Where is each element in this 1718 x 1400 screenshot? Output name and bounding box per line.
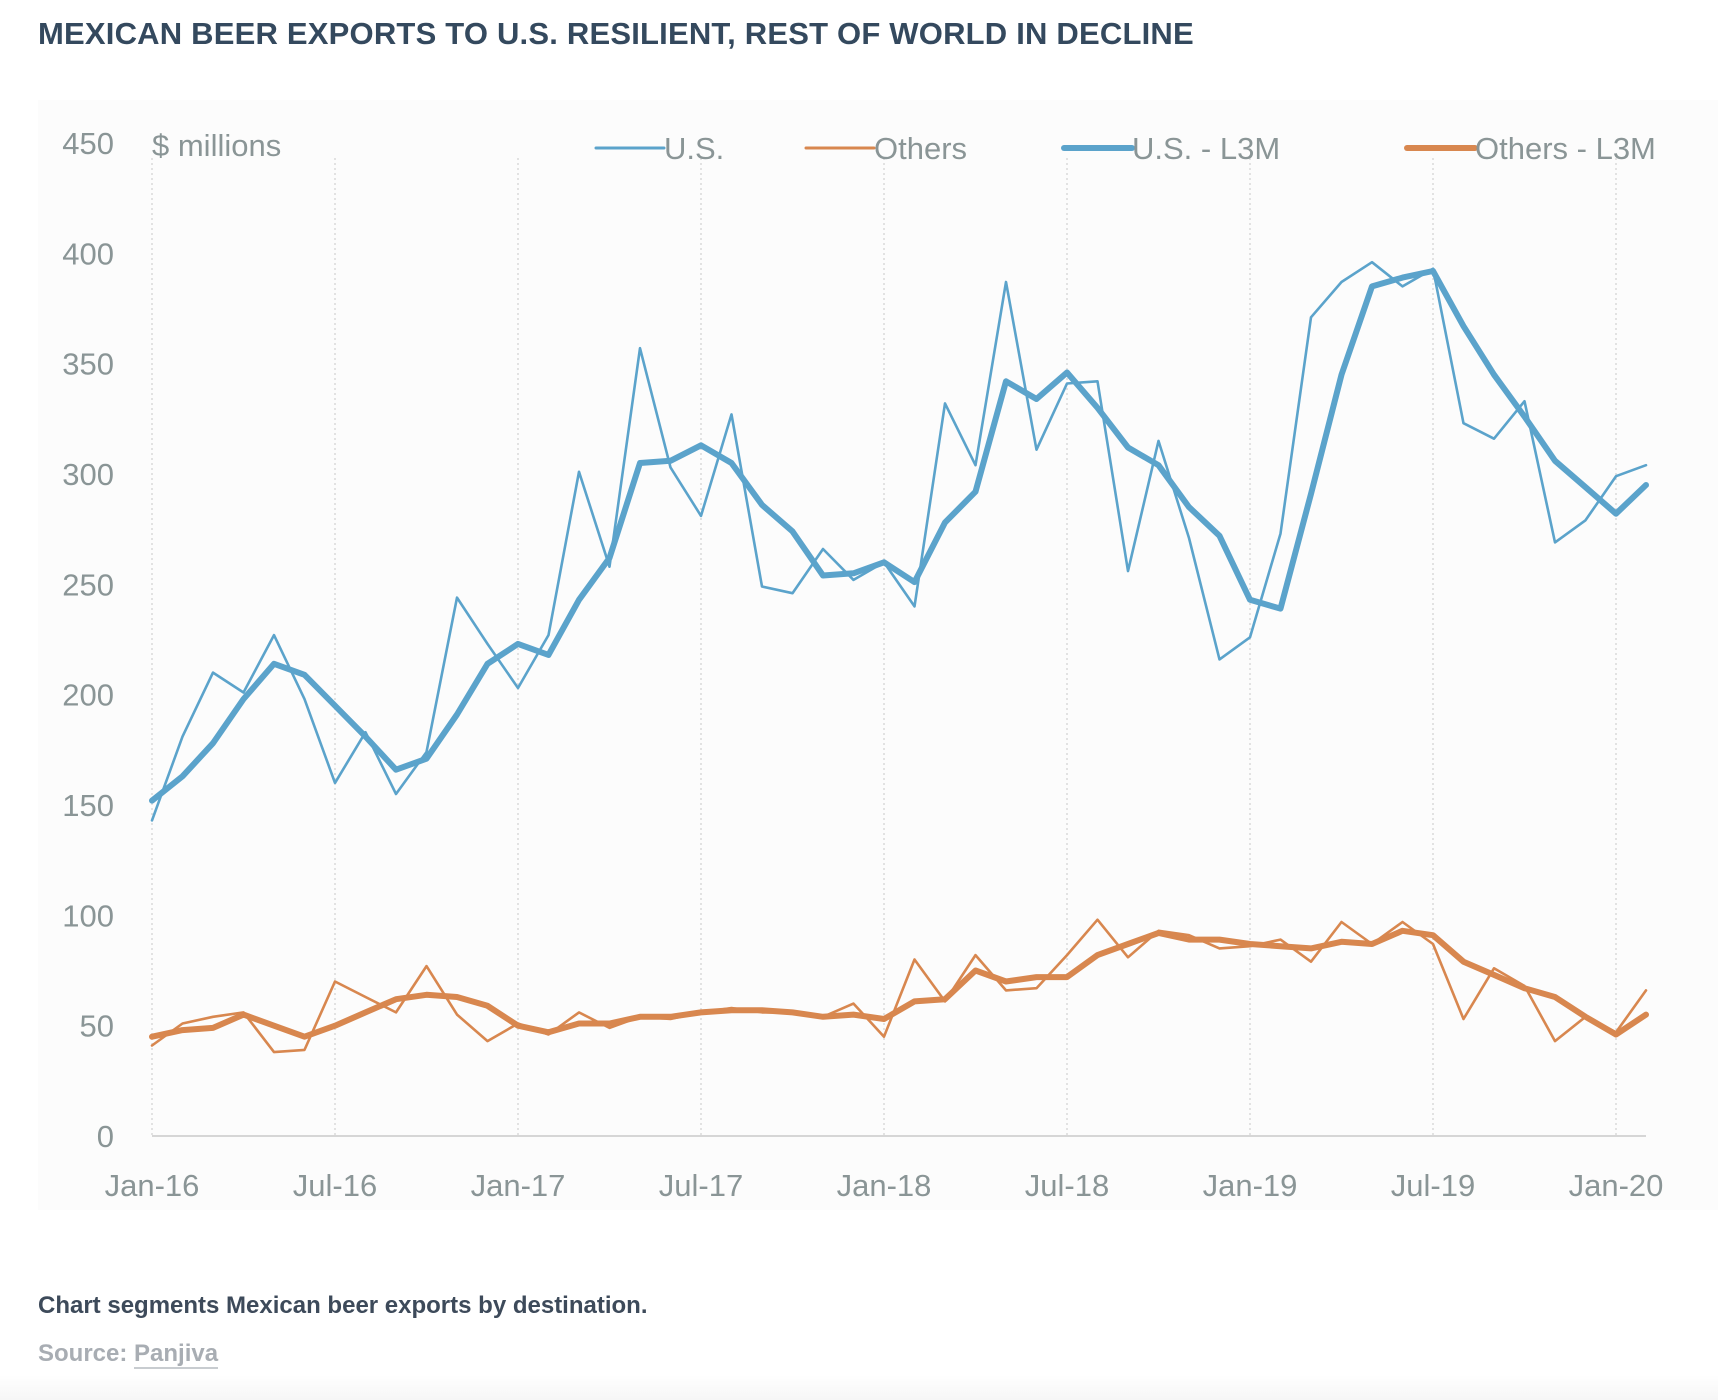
y-tick-label: 300 (62, 457, 114, 492)
series-line-u-s-l3m (149, 268, 1649, 804)
legend-item-u-s-l3m: U.S. - L3M (1061, 131, 1280, 166)
legend-item-others: Others (804, 131, 967, 166)
legend-label: U.S. (664, 131, 724, 166)
source-label: Source: (38, 1340, 128, 1367)
legend-label: Others - L3M (1475, 131, 1656, 166)
y-axis-tick-labels: 0 50 100 150 200 250 300 350 400 450 (62, 126, 114, 1154)
y-axis-unit-label: $ millions (152, 128, 281, 163)
y-tick-label: 250 (62, 567, 114, 602)
y-tick-label: 150 (62, 788, 114, 823)
x-tick-label: Jan-19 (1203, 1168, 1298, 1203)
line-chart: 0 50 100 150 200 250 300 350 400 450 Jan-16 Jul-16… (62, 126, 1664, 1203)
x-tick-label: Jan-17 (471, 1168, 566, 1203)
series-lines (149, 260, 1649, 1054)
source-line: Source: Panjiva (38, 1340, 219, 1369)
y-tick-label: 0 (97, 1119, 114, 1154)
y-tick-label: 50 (80, 1009, 114, 1044)
source-link[interactable]: Panjiva (134, 1340, 219, 1369)
x-tick-label: Jul-18 (1025, 1168, 1109, 1203)
chart-title: MEXICAN BEER EXPORTS TO U.S. RESILIENT, … (38, 16, 1194, 51)
y-tick-label: 350 (62, 347, 114, 382)
x-tick-label: Jan-20 (1569, 1168, 1664, 1203)
x-tick-label: Jul-17 (659, 1168, 743, 1203)
y-tick-label: 450 (62, 126, 114, 161)
legend-label: U.S. - L3M (1132, 131, 1280, 166)
grid-lines (151, 158, 1617, 1136)
y-tick-label: 200 (62, 678, 114, 713)
legend: U.S. Others U.S. - L3M Others - L3M (594, 131, 1656, 166)
y-tick-label: 400 (62, 236, 114, 271)
legend-item-others-l3m: Others - L3M (1404, 131, 1656, 166)
x-tick-label: Jan-16 (105, 1168, 200, 1203)
x-tick-label: Jul-19 (1391, 1168, 1475, 1203)
series-line-u-s (150, 260, 1648, 822)
page-bottom-fade (0, 1375, 1718, 1400)
legend-label: Others (874, 131, 967, 166)
series-line-others (150, 918, 1648, 1054)
y-tick-label: 100 (62, 898, 114, 933)
x-tick-label: Jan-18 (837, 1168, 932, 1203)
legend-item-u-s: U.S. (594, 131, 724, 166)
x-axis-tick-labels: Jan-16 Jul-16 Jan-17 Jul-17 Jan-18 Jul-18 Jan-… (105, 1168, 1664, 1203)
x-tick-label: Jul-16 (293, 1168, 377, 1203)
chart-caption: Chart segments Mexican beer exports by d… (38, 1292, 648, 1319)
series-line-others-l3m (149, 927, 1649, 1040)
